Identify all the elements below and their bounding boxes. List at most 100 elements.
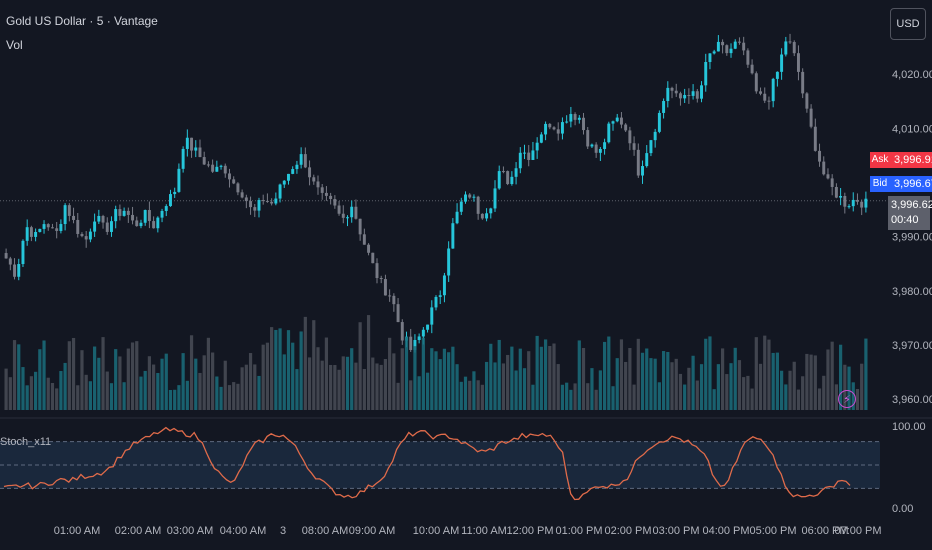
volume-bar — [598, 370, 602, 410]
candle-body — [847, 206, 851, 208]
volume-bar — [270, 327, 274, 410]
candle-body — [788, 41, 792, 43]
candle-body — [733, 41, 737, 49]
time-tick-label: 04:00 PM — [702, 525, 749, 537]
candle-body — [17, 264, 21, 277]
volume-bar — [590, 368, 594, 410]
volume-bar — [55, 388, 59, 410]
volume-bar — [223, 360, 227, 410]
volume-bar — [860, 363, 864, 410]
candle-body — [763, 93, 767, 101]
price-tick-label: 4,010.00 — [892, 123, 932, 135]
volume-bar — [624, 361, 628, 410]
volume-bar — [396, 382, 400, 410]
time-tick-label: 01:00 PM — [555, 525, 602, 537]
volume-bar — [771, 352, 775, 410]
volume-bar — [88, 381, 93, 410]
candle-body — [704, 61, 708, 86]
candle-body — [93, 221, 97, 232]
candle-body — [291, 169, 295, 174]
candle-body — [388, 295, 392, 297]
volume-bar — [733, 347, 737, 410]
volume-bar — [63, 362, 67, 410]
volume-bar — [42, 340, 46, 410]
volume-bar — [430, 348, 434, 410]
candle-body — [729, 48, 733, 54]
candle-body — [742, 42, 746, 51]
candle-body — [544, 123, 548, 135]
candle-body — [253, 207, 257, 211]
candle-body — [459, 201, 463, 212]
volume-bar — [303, 316, 307, 410]
candle-body — [594, 144, 598, 153]
volume-bar — [666, 351, 670, 410]
volume-bar — [400, 348, 404, 410]
volume-bar — [746, 375, 750, 410]
time-tick-label: 01:00 AM — [54, 525, 100, 537]
candle-body — [687, 95, 691, 97]
candle-body — [700, 85, 703, 99]
candle-body — [383, 279, 387, 296]
volume-bar — [552, 343, 556, 410]
volume-bar — [847, 366, 851, 410]
volume-bar — [455, 364, 459, 410]
candle-body — [358, 218, 362, 235]
ask-price-tag: Ask 3,996.91 — [870, 152, 932, 168]
lightning-icon[interactable]: ⚡ — [838, 390, 856, 408]
volume-bar — [413, 346, 417, 410]
volume-bar — [130, 342, 135, 410]
candle-body — [750, 64, 754, 74]
volume-bar — [97, 357, 101, 410]
volume-bar — [139, 376, 143, 410]
candle-body — [636, 149, 640, 176]
candle-body — [451, 223, 455, 249]
candle-body — [864, 198, 868, 208]
candle-body — [805, 93, 809, 109]
candle-body — [464, 194, 467, 202]
candle-body — [396, 304, 400, 323]
candle-body — [624, 124, 628, 131]
volume-bar — [350, 348, 354, 410]
candle-body — [653, 131, 657, 141]
candle-body — [818, 150, 822, 162]
volume-bar — [531, 384, 535, 410]
candle-body — [80, 233, 84, 237]
candle-body — [438, 295, 442, 297]
candle-body — [295, 164, 299, 170]
currency-button[interactable]: USD — [890, 8, 926, 40]
candle-body — [114, 209, 118, 222]
time-tick-label: 08:00 AM — [302, 525, 348, 537]
volume-bar — [227, 385, 232, 410]
candle-body — [67, 205, 71, 216]
volume-bar — [366, 315, 371, 410]
volume-bar — [779, 370, 784, 410]
candle-body — [308, 167, 312, 178]
candle-body — [156, 217, 160, 229]
candle-body — [392, 295, 396, 305]
volume-bar — [320, 360, 324, 410]
countdown-value: 00:40 — [891, 214, 919, 226]
candle-body — [784, 41, 788, 55]
volume-bar — [316, 347, 320, 410]
candle-body — [641, 166, 644, 176]
volume-bar — [640, 352, 645, 410]
candle-body — [826, 174, 830, 179]
candle-body — [712, 51, 716, 54]
volume-bar — [164, 353, 168, 410]
volume-bar — [796, 389, 801, 410]
candle-body — [611, 121, 615, 124]
volume-bar — [581, 348, 586, 410]
candle-body — [527, 152, 531, 160]
candle-body — [586, 130, 590, 147]
candle-body — [21, 240, 25, 265]
volume-bar — [472, 371, 476, 410]
volume-bar — [539, 346, 543, 410]
volume-bar — [93, 346, 97, 410]
volume-bar — [518, 348, 522, 410]
candle-body — [417, 336, 421, 341]
candle-body — [489, 208, 493, 214]
time-tick-label: 05:00 PM — [749, 525, 796, 537]
candle-body — [771, 78, 775, 102]
candle-body — [506, 171, 510, 185]
